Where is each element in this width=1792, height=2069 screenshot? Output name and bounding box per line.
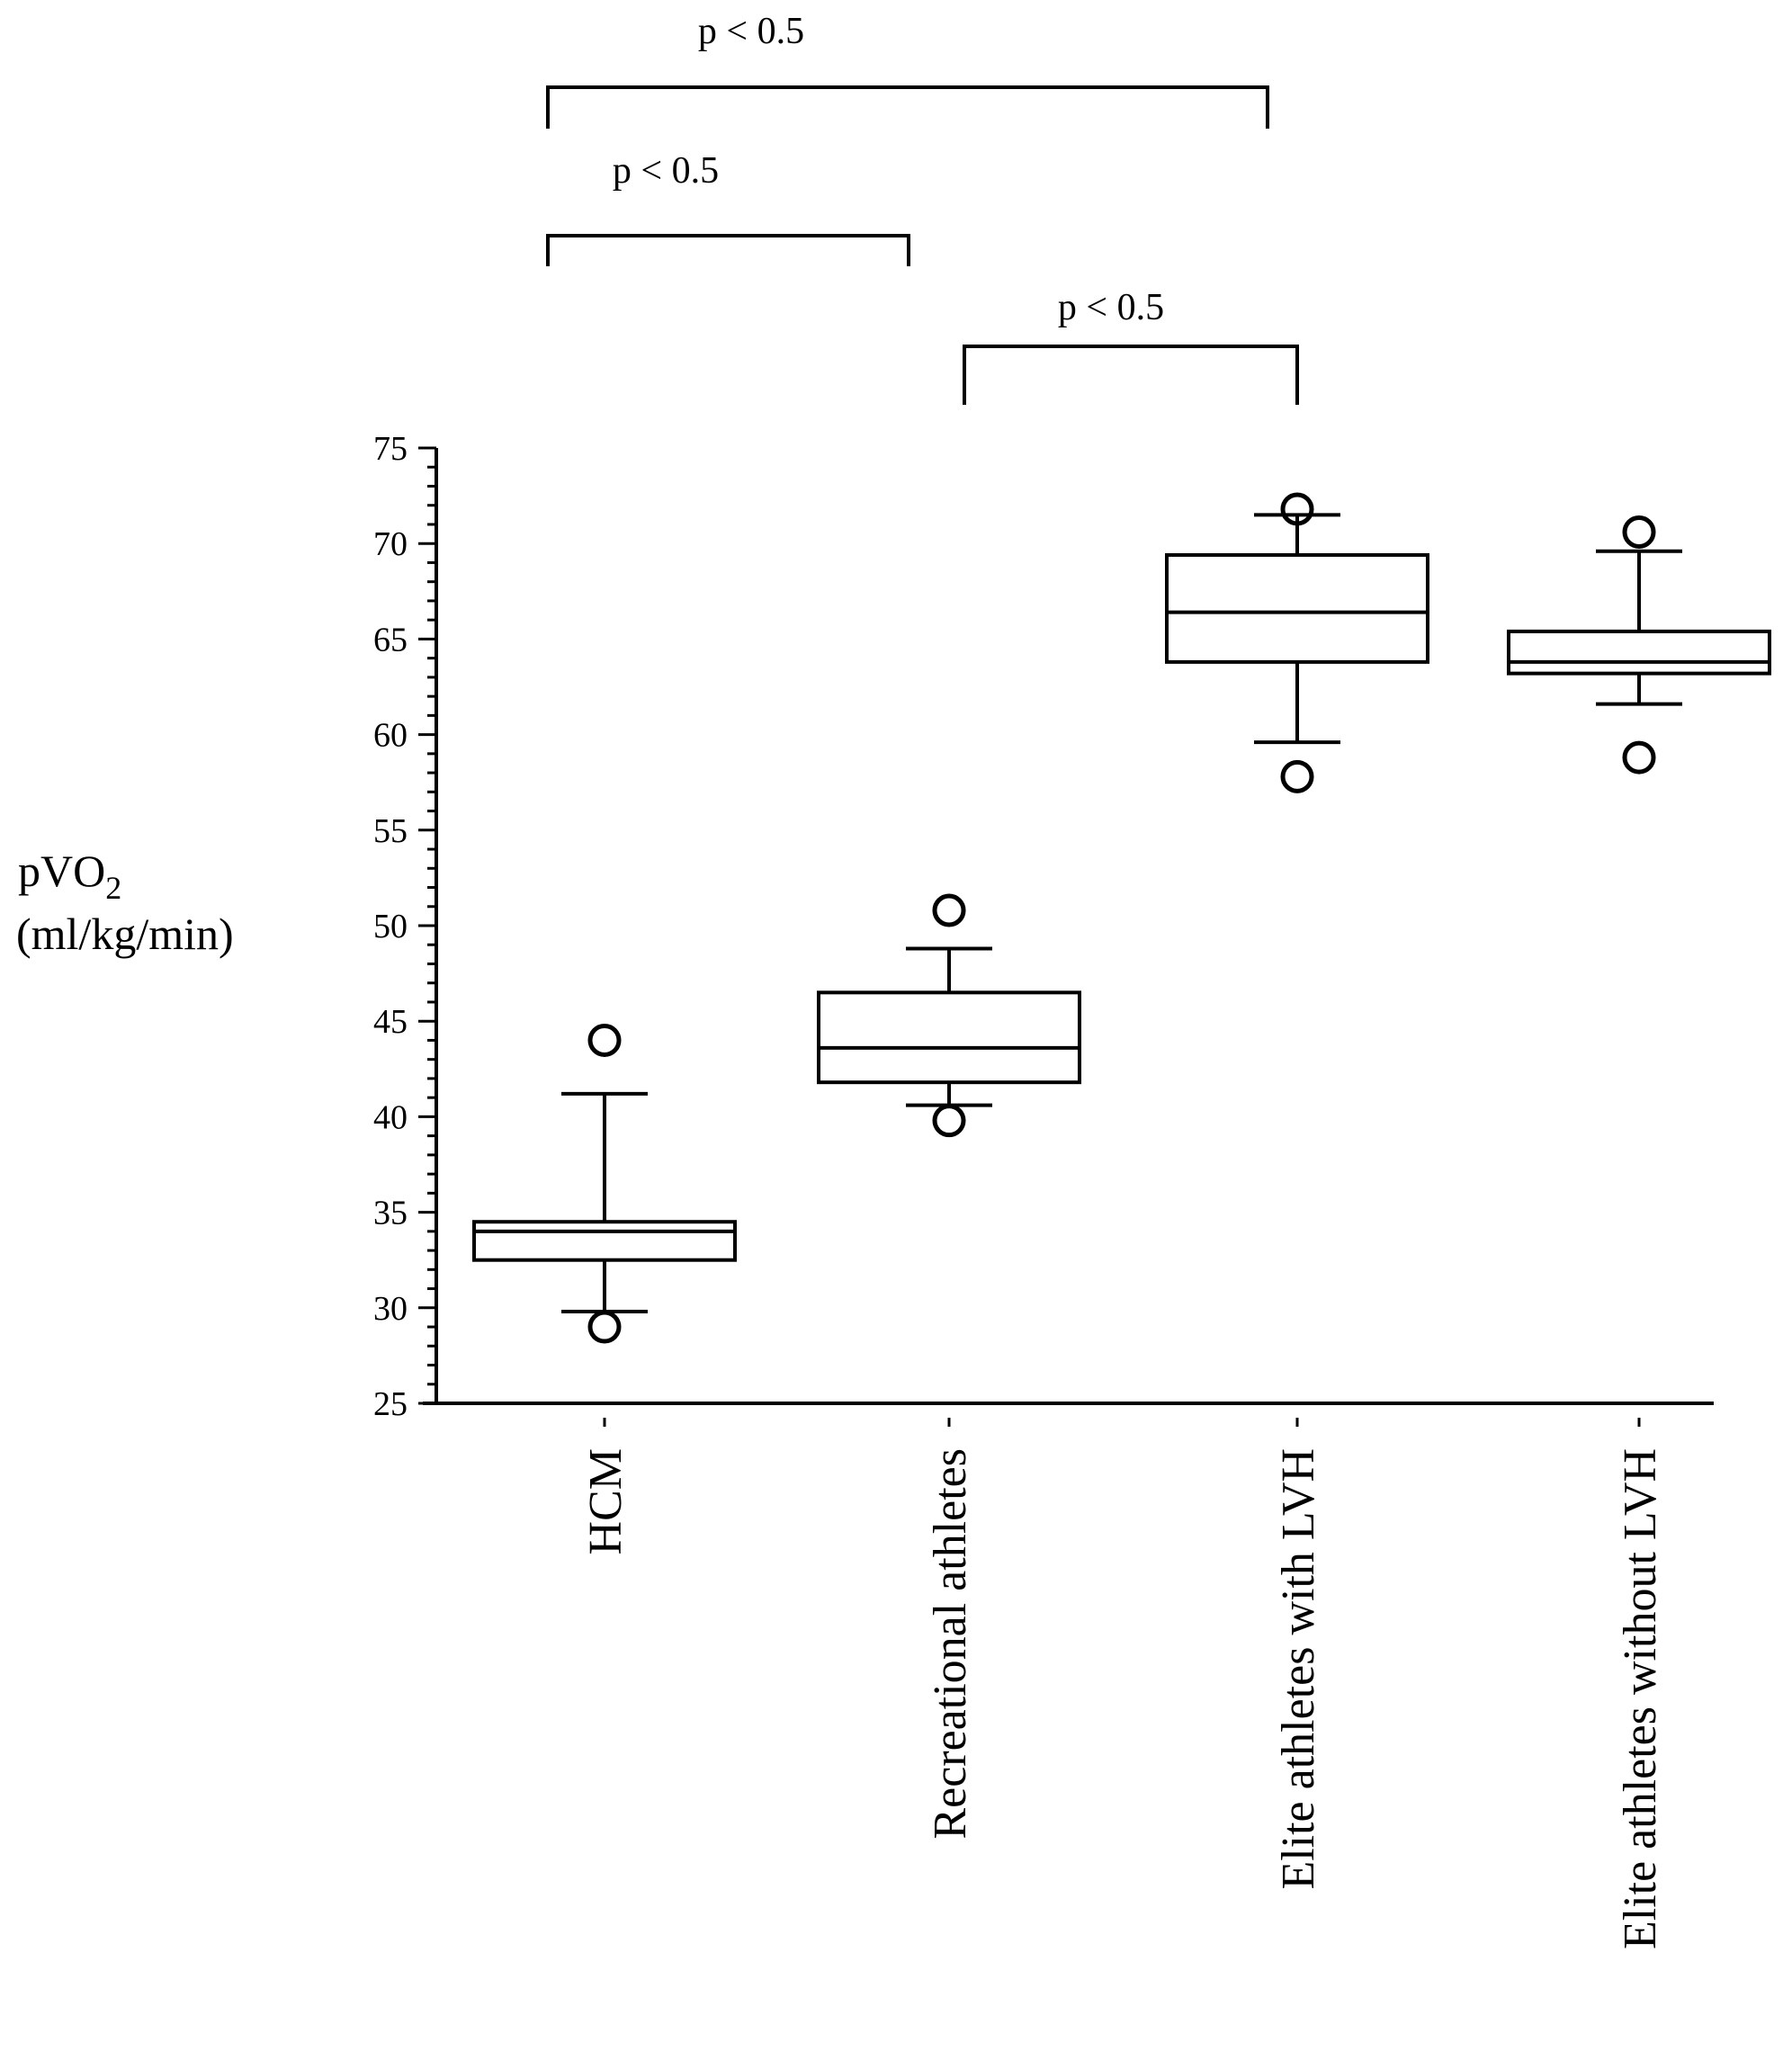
iqr-box [1507, 629, 1771, 676]
y-axis-label-units: (ml/kg/min) [16, 909, 234, 959]
y-axis-label: pVO2 [18, 846, 121, 906]
p-value-label: p < 0.5 [613, 150, 719, 192]
y-tick-label: 55 [373, 812, 408, 850]
y-tick-label: 50 [373, 908, 408, 945]
y-tick-label: 40 [373, 1098, 408, 1136]
outlier-point [587, 1310, 622, 1344]
significance-bracket: p < 0.5 [546, 11, 1269, 129]
y-axis-label-subscript: 2 [105, 870, 121, 906]
iqr-box [472, 1220, 737, 1262]
iqr-box [817, 990, 1081, 1085]
significance-bracket: p < 0.5 [963, 287, 1299, 405]
y-tick-label: 65 [373, 621, 408, 658]
y-tick-label: 60 [373, 717, 408, 755]
box-3 [1165, 492, 1429, 793]
category-label: HCM [580, 1448, 632, 1554]
significance-bracket: p < 0.5 [546, 150, 910, 266]
bracket-line [546, 234, 910, 266]
bracket-line [546, 85, 1269, 129]
box-1 [472, 1023, 737, 1344]
boxes [472, 492, 1771, 1344]
axes: 25 30 35 40 45 50 55 60 65 70 75 [373, 430, 1714, 1423]
box-4 [1507, 515, 1771, 775]
outlier-point [1280, 759, 1314, 793]
bracket-line [963, 345, 1299, 405]
y-tick-label: 70 [373, 525, 408, 563]
category-labels: HCM Recreational athletes Elite athletes w… [580, 1418, 1666, 1949]
box-2 [817, 893, 1081, 1138]
category-label: Recreational athletes [925, 1448, 976, 1840]
y-tick-label: 45 [373, 1003, 408, 1041]
outlier-point [932, 1104, 966, 1138]
iqr-box [1165, 552, 1429, 664]
outlier-point [1622, 740, 1656, 775]
p-value-label: p < 0.5 [698, 11, 804, 52]
significance-brackets: p < 0.5 p < 0.5 p < 0.5 [546, 11, 1299, 405]
category-label: Elite athletes with LVH [1273, 1448, 1324, 1890]
outlier-point [1622, 515, 1656, 549]
y-tick-label: 30 [373, 1290, 408, 1328]
category-label: Elite athletes without LVH [1615, 1448, 1666, 1949]
y-tick-label: 25 [373, 1385, 408, 1423]
p-value-label: p < 0.5 [1058, 287, 1164, 328]
outlier-point [1280, 492, 1314, 526]
outlier-point [587, 1023, 622, 1057]
y-tick-label: 35 [373, 1195, 408, 1232]
outlier-point [932, 893, 966, 927]
y-tick-label: 75 [373, 430, 408, 468]
